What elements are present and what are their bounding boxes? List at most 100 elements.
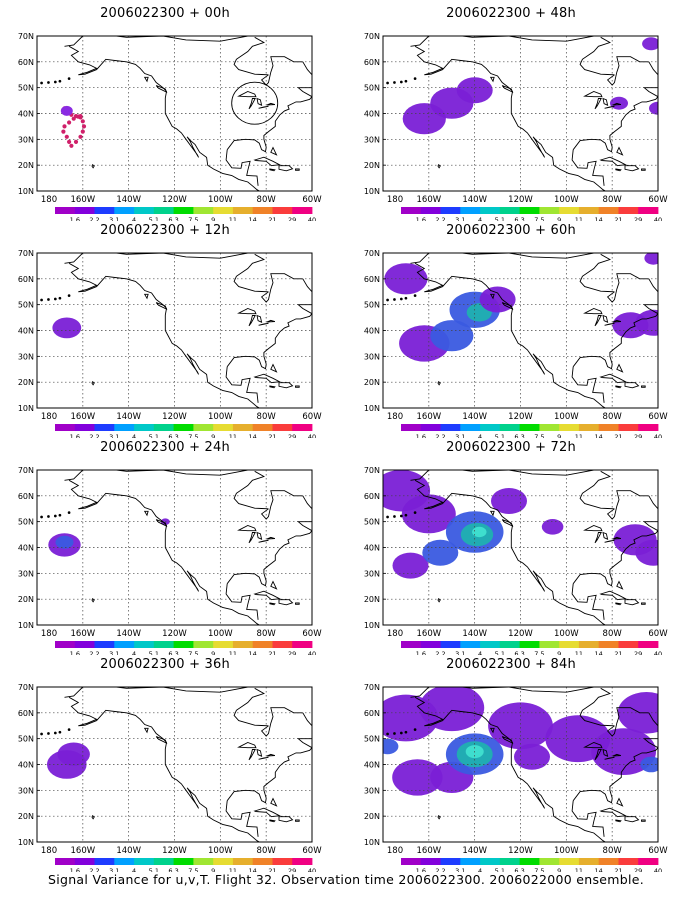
drop-point [80,119,85,124]
lon-tick-label: 60W [302,412,322,422]
colorbar-label: 40 [654,650,662,655]
colorbar-swatch [638,641,659,648]
colorbar-label: 14 [249,216,257,221]
lat-tick-label: 20N [18,595,34,604]
lat-tick-label: 30N [364,352,380,361]
lat-tick-label: 60N [18,275,34,284]
lat-tick-label: 20N [364,161,380,170]
colorbar-label: 4 [478,867,482,872]
drop-point [69,143,74,148]
lon-tick-label: 100W [554,195,579,205]
lat-tick-label: 50N [18,518,34,527]
colorbar-swatch [460,858,481,865]
colorbar-swatch [638,207,659,214]
lat-tick-label: 60N [18,709,34,718]
lat-tick-label: 70N [18,683,34,692]
lon-tick-label: 140W [116,195,141,205]
colorbar-swatch [292,858,313,865]
lat-tick-label: 10N [18,838,34,847]
lat-tick-label: 70N [364,466,380,475]
lat-tick-label: 70N [18,249,34,258]
colorbar-label: 40 [308,867,316,872]
map-panel-00h: 2006022300 + 00h 70N 60N 50N 40N 30N 20N 10N 180… [0,6,330,221]
lat-tick-label: 10N [364,838,380,847]
colorbar-swatch [559,207,580,214]
lon-tick-label: 160W [417,629,442,639]
lat-tick-label: 40N [18,761,34,770]
colorbar-swatch [480,858,501,865]
lon-tick-label: 180 [41,629,57,639]
lon-tick-label: 160W [71,412,96,422]
lon-tick-label: 140W [116,629,141,639]
map-plot: 70N 60N 50N 40N 30N 20N 10N 180 160W 140W 120W 100W… [364,249,668,438]
lat-tick-label: 50N [18,301,34,310]
panel-title: 2006022300 + 60h [446,223,576,238]
map-plot: 70N 60N 50N 40N 30N 20N 10N 180 160W 140W 120W 100W… [18,466,322,655]
colorbar-swatch [272,641,293,648]
colorbar-label: 4 [132,650,136,655]
lat-tick-label: 30N [18,569,34,578]
colorbar-swatch [55,858,76,865]
colorbar-swatch [114,858,135,865]
lon-tick-label: 100W [208,846,233,856]
colorbar-swatch [499,207,520,214]
map-panel-72h: 2006022300 + 72h 70N 60N 50N 40N 30N 20N 10N 180… [346,440,676,655]
colorbar-label: 21 [268,433,276,438]
colorbar-swatch [173,207,194,214]
colorbar-swatch [519,207,540,214]
colorbar-label: 40 [308,650,316,655]
colorbar-label: 29 [288,650,296,655]
colorbar-label: 9 [557,650,561,655]
lon-tick-label: 120W [508,846,533,856]
lat-tick-label: 50N [18,84,34,93]
lon-tick-label: 100W [208,195,233,205]
lon-tick-label: 100W [208,412,233,422]
colorbar-label: 5.1 [149,650,159,655]
lon-tick-label: 80W [603,629,623,639]
colorbar-label: 3.1 [109,216,119,221]
map-plot: 70N 60N 50N 40N 30N 20N 10N 180 160W 140W 120W 100W… [18,683,322,872]
figure-caption: Signal Variance for u,v,T. Flight 32. Ob… [47,872,645,887]
map-panel-60h: 2006022300 + 60h 70N 60N 50N 40N 30N 20N 10N 180… [346,223,676,438]
colorbar-label: 11 [229,433,237,438]
colorbar-label: 6.3 [514,433,524,438]
drop-point [78,134,83,139]
panel-title: 2006022300 + 00h [100,6,230,21]
colorbar-label: 14 [249,650,257,655]
colorbar-label: 6.3 [514,216,524,221]
colorbar-swatch [401,641,422,648]
map-plot: 70N 60N 50N 40N 30N 20N 10N 180 160W 140W 120W 100W… [364,683,668,872]
colorbar-label: 21 [614,650,622,655]
gridlines [37,470,312,625]
colorbar-swatch [55,424,76,431]
colorbar-label: 6.3 [514,650,524,655]
colorbar-label: 1.6 [416,650,426,655]
colorbar-swatch [173,424,194,431]
colorbar-swatch [153,207,174,214]
colorbar-label: 9 [557,867,561,872]
colorbar-swatch [193,424,214,431]
colorbar-label: 3.1 [455,433,465,438]
colorbar-swatch [401,858,422,865]
colorbar-label: 5.1 [149,433,159,438]
lon-tick-label: 140W [116,412,141,422]
colorbar-label: 21 [614,216,622,221]
colorbar-label: 9 [557,216,561,221]
lon-tick-label: 120W [162,195,187,205]
colorbar-swatch [539,207,560,214]
colorbar-swatch [94,858,115,865]
colorbar-swatch [559,424,580,431]
colorbar-swatch [292,641,313,648]
lon-tick-label: 80W [257,846,277,856]
colorbar-swatch [440,641,461,648]
lon-tick-label: 160W [71,846,96,856]
lat-tick-label: 50N [18,735,34,744]
lon-tick-label: 120W [162,412,187,422]
lon-tick-label: 140W [116,846,141,856]
colorbar-label: 11 [575,433,583,438]
lat-tick-label: 10N [364,404,380,413]
lat-tick-label: 60N [364,275,380,284]
colorbar-label: 4 [478,650,482,655]
lat-tick-label: 20N [364,812,380,821]
colorbar-swatch [153,858,174,865]
